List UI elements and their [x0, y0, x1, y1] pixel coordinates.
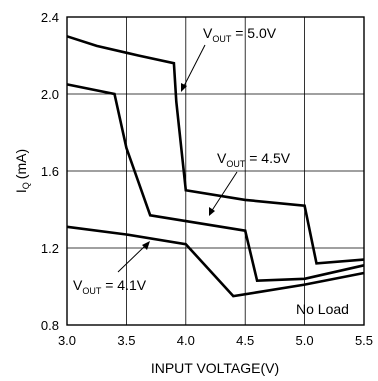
grid [67, 17, 364, 325]
series-label-4-1v: VOUT = 4.1V [73, 277, 147, 296]
arrowhead-5v [181, 83, 187, 92]
x-tick-label: 3.0 [58, 333, 76, 348]
arrow-4-1v [117, 244, 147, 273]
arrowhead-4-5v [209, 207, 215, 216]
arrow-5v [182, 44, 206, 89]
x-tick-label: 5.5 [355, 333, 373, 348]
x-tick-label: 3.5 [117, 333, 135, 348]
arrow-4-5v [210, 171, 238, 213]
x-tick-label: 4.5 [236, 333, 254, 348]
x-tick-label: 4.0 [177, 333, 195, 348]
arrowhead-4-1v [142, 241, 150, 250]
plot-frame [66, 16, 365, 326]
x-tick-label: 5.0 [296, 333, 314, 348]
series-line-4-5v [66, 83, 365, 283]
y-tick-label: 1.2 [41, 241, 59, 256]
series-label-5v: VOUT = 5.0V [203, 25, 277, 44]
y-axis-title: IQ(mA) [13, 149, 31, 193]
series-lines [66, 35, 365, 298]
y-tick-label: 2.4 [41, 10, 59, 25]
series-line-4-1v [66, 225, 365, 298]
tick-labels: 3.0 3.5 4.0 4.5 5.0 5.5 0.8 1.2 1.6 2.0 2.4 [41, 10, 373, 348]
no-load-label: No Load [296, 301, 349, 317]
series-label-4-5v: VOUT = 4.5V [217, 150, 291, 169]
y-tick-label: 2.0 [41, 87, 59, 102]
y-tick-label: 0.8 [41, 318, 59, 333]
x-axis-title: INPUT VOLTAGE(V) [151, 360, 279, 376]
y-tick-label: 1.6 [41, 164, 59, 179]
series-line-5v [66, 35, 365, 265]
